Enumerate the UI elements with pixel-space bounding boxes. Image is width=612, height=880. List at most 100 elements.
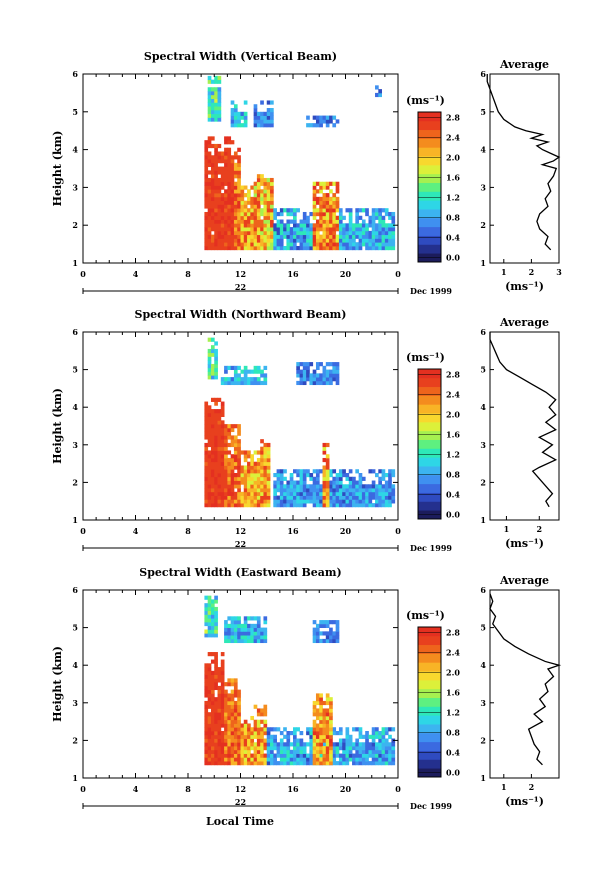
heatmap-cell <box>214 761 218 766</box>
heatmap-cell <box>214 431 218 436</box>
heatmap-cell <box>345 227 350 232</box>
heatmap-cell <box>371 746 376 751</box>
heatmap-cell <box>243 753 248 758</box>
heatmap-cell <box>204 409 209 414</box>
heatmap-cell <box>348 734 353 739</box>
heatmap-cell <box>325 473 330 478</box>
average-unit: (ms⁻¹) <box>505 280 544 293</box>
heatmap-cell <box>348 219 353 224</box>
heatmap-cell <box>315 480 320 485</box>
heatmap-cell <box>266 446 271 451</box>
heatmap-cell <box>329 373 333 378</box>
heatmap-cell <box>345 742 350 747</box>
heatmap-cell <box>361 488 366 493</box>
heatmap-cell <box>224 495 228 500</box>
heatmap-cell <box>329 473 333 478</box>
heatmap-cell <box>358 761 363 766</box>
heatmap-cell <box>204 670 209 675</box>
heatmap-cell <box>322 204 327 209</box>
heatmap-cell <box>243 245 248 251</box>
heatmap-cell <box>227 734 232 739</box>
heatmap-cell <box>224 461 228 466</box>
heatmap-cell <box>247 465 251 470</box>
heatmap-cell <box>210 614 215 619</box>
heatmap-cell <box>220 242 225 247</box>
heatmap-cell <box>345 488 350 493</box>
heatmap-cell <box>273 208 277 213</box>
heatmap-cell <box>220 454 225 459</box>
heatmap-cell <box>342 753 346 758</box>
heatmap-cell <box>243 230 248 236</box>
heatmap-cell <box>322 230 327 236</box>
heatmap-cell <box>220 159 225 164</box>
heatmap-cell <box>312 234 317 239</box>
heatmap-cell <box>240 193 245 198</box>
heatmap-cell <box>365 223 369 228</box>
heatmap-cell <box>214 424 218 429</box>
heatmap-cell <box>388 476 392 481</box>
heatmap-cell <box>319 753 323 758</box>
heatmap-cell <box>247 638 251 644</box>
heatmap-cell <box>207 614 212 619</box>
heatmap-cell <box>266 442 271 448</box>
heatmap-cell <box>263 495 268 500</box>
heatmap-cell <box>220 488 225 493</box>
heatmap-cell <box>233 204 238 209</box>
heatmap-cell <box>335 245 340 251</box>
heatmap-cell <box>371 742 376 747</box>
heatmap-cell <box>365 742 369 747</box>
heatmap-cell <box>368 238 373 243</box>
heatmap-cell <box>319 362 323 367</box>
heatmap-cell <box>224 697 228 702</box>
heatmap-cell <box>266 491 271 496</box>
heatmap-cell <box>214 712 218 717</box>
heatmap-cell <box>315 200 320 205</box>
heatmap-cell <box>227 476 232 481</box>
heatmap-cell <box>293 734 297 739</box>
heatmap-cell <box>381 227 386 232</box>
heatmap-cell <box>204 446 209 451</box>
heatmap-cell <box>214 170 218 175</box>
heatmap-cell <box>210 234 215 239</box>
heatmap-cell <box>207 151 212 156</box>
heatmap-cell <box>263 238 268 243</box>
heatmap-cell <box>309 738 314 743</box>
heatmap-cell <box>279 757 284 762</box>
heatmap-cell <box>243 620 248 625</box>
heatmap-cell <box>293 761 297 766</box>
heatmap-cell <box>214 166 218 171</box>
heatmap-cell <box>306 757 310 762</box>
heatmap-cell <box>204 166 209 171</box>
heatmap-cell <box>319 700 323 706</box>
heatmap-cell <box>207 162 212 168</box>
heatmap-cell <box>230 638 235 644</box>
heatmap-cell <box>237 742 241 747</box>
heatmap-cell <box>210 427 215 433</box>
heatmap-cell <box>247 761 251 766</box>
heatmap-cell <box>342 738 346 743</box>
heatmap-cell <box>270 111 274 116</box>
heatmap-cell <box>270 185 274 190</box>
heatmap-cell <box>217 204 222 209</box>
heatmap-cell <box>381 495 386 500</box>
heatmap-cell <box>270 115 274 120</box>
heatmap-cell <box>368 488 373 493</box>
heatmap-cell <box>325 119 330 124</box>
heatmap-cell <box>243 627 248 632</box>
heatmap-cell <box>319 738 323 743</box>
heatmap-cell <box>243 227 248 232</box>
heatmap-cell <box>224 734 228 739</box>
heatmap-cell <box>237 457 241 463</box>
heatmap-cell <box>230 208 235 213</box>
heatmap-cell <box>217 461 222 466</box>
heatmap-cell <box>315 242 320 247</box>
heatmap-cell <box>227 155 232 160</box>
heatmap-cell <box>335 731 340 736</box>
heatmap-cell <box>302 749 307 754</box>
heatmap-cell <box>299 238 304 243</box>
heatmap-cell <box>220 174 225 179</box>
heatmap-cell <box>214 682 218 687</box>
heatmap-cell <box>276 469 281 474</box>
heatmap-cell <box>335 488 340 493</box>
